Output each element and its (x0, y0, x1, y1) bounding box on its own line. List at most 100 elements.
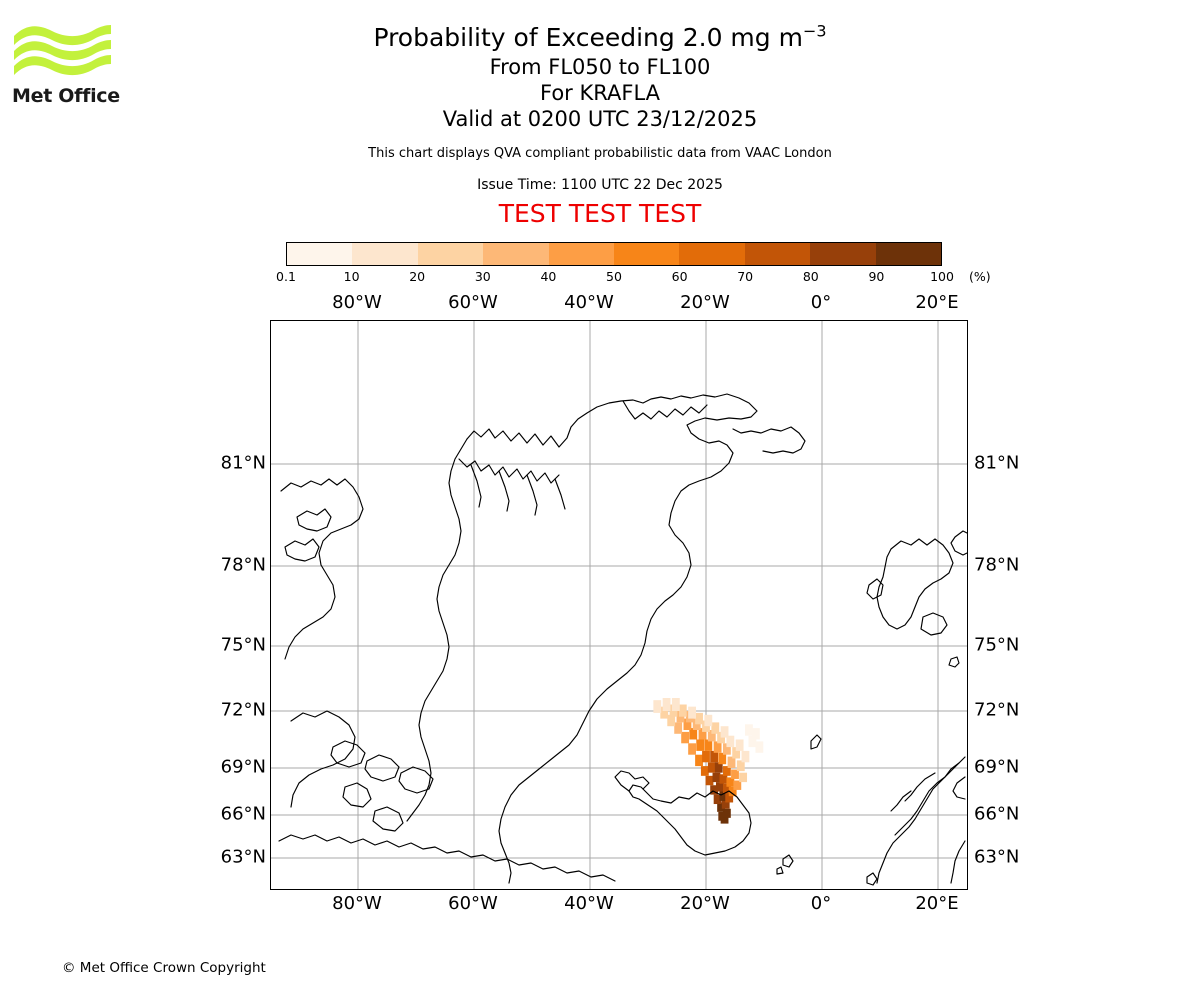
coastline-finland-inland (950, 840, 966, 884)
coastline-peary-land (732, 426, 806, 454)
ash-cell (705, 775, 714, 786)
coastline-kola (952, 776, 966, 800)
coastline-arctic-island-2 (284, 538, 320, 562)
ash-cell (718, 811, 727, 821)
colorbar-segment-7 (744, 243, 811, 265)
lat-label-72°N: 72°N (220, 699, 266, 721)
ash-cell (722, 766, 731, 776)
ash-cell (726, 735, 735, 748)
coastline-jan-mayen (810, 734, 822, 750)
coastline-faroe-islands (782, 854, 794, 868)
test-banner: TEST TEST TEST (498, 199, 702, 228)
flight-level-label: From FL050 to FL100 (489, 55, 711, 79)
lat-label-81°N: 81°N (220, 452, 266, 474)
lat-label-75°N: 75°N (974, 634, 1020, 656)
ash-cell (662, 698, 671, 711)
ash-cell (739, 772, 748, 783)
colorbar-segment-2 (417, 243, 484, 265)
ash-cell (735, 739, 744, 751)
coastline-fjord-inlet-1 (470, 464, 482, 508)
colorbar-tick-100: 100 (930, 269, 954, 284)
lon-label-20°E: 20°E (915, 893, 959, 914)
ash-cell (726, 777, 735, 787)
lat-label-69°N: 69°N (220, 756, 266, 778)
colorbar-tick-10: 10 (343, 269, 360, 284)
coastline-arctic-island-1 (296, 508, 332, 532)
ash-cell (704, 739, 713, 751)
ash-probability-grid (653, 698, 764, 824)
coastline-norway-coast-islands (890, 790, 912, 812)
lon-label-20°E: 20°E (915, 292, 959, 313)
colorbar-segment-6 (679, 243, 745, 265)
map-panel[interactable] (270, 320, 968, 890)
colorbar-segment-8 (810, 243, 876, 265)
colorbar-unit-label: (%) (969, 269, 991, 284)
coastline-norway-lofoten (904, 772, 936, 802)
coastline-svalbard-island-4 (866, 578, 884, 600)
ash-cell (728, 786, 737, 797)
ash-cell (671, 698, 680, 711)
page-title: Probability of Exceeding 2.0 mg m−3 (0, 22, 1200, 54)
ash-cell (721, 799, 730, 809)
lat-label-66°N: 66°N (974, 803, 1020, 825)
coastline-norway (876, 756, 966, 884)
ash-cell (702, 720, 710, 732)
lon-label-80°W: 80°W (332, 292, 382, 313)
colorbar-segment-9 (875, 243, 942, 265)
lat-label-72°N: 72°N (974, 699, 1020, 721)
lat-label-75°N: 75°N (220, 634, 266, 656)
ash-cell (695, 754, 703, 767)
ash-cell (755, 741, 764, 753)
page-title-exponent: −3 (802, 21, 827, 41)
lon-label-60°W: 60°W (448, 893, 498, 914)
colorbar-segment-0 (287, 243, 353, 265)
coastline-svalbard-bear-island (948, 656, 960, 668)
ash-cell (722, 743, 731, 755)
ash-cell (719, 774, 728, 784)
colorbar-gradient (286, 242, 942, 266)
ash-cell (696, 739, 705, 751)
lat-label-63°N: 63°N (220, 846, 266, 868)
coastline-arctic-island-5 (398, 766, 434, 794)
coastline-baffin-island (290, 710, 356, 808)
valid-time-label: Valid at 0200 UTC 23/12/2025 (442, 107, 758, 131)
coastline-svalbard-island-2 (950, 530, 967, 556)
ash-cell (681, 731, 690, 744)
colorbar-tick-60: 60 (671, 269, 688, 284)
ash-cell (733, 780, 742, 790)
ash-cell (653, 700, 662, 713)
latitude-axis-left: 81°N 78°N 75°N 72°N 69°N 66°N 63°N (140, 320, 266, 890)
ash-cell (751, 728, 760, 740)
lon-label-80°W: 80°W (332, 893, 382, 914)
ash-cell (702, 750, 710, 763)
ash-cell (722, 783, 731, 794)
probability-colorbar (286, 242, 942, 266)
lon-label-20°W: 20°W (680, 893, 730, 914)
lon-label-60°W: 60°W (448, 292, 498, 313)
ash-cell (707, 730, 716, 742)
chart-title-block: Probability of Exceeding 2.0 mg m−3 From… (0, 22, 1200, 228)
coastline-iceland (628, 784, 752, 856)
coastline-fjord-inlet-3 (526, 474, 538, 516)
ash-cell (719, 791, 728, 801)
ash-cell (727, 756, 736, 768)
met-office-logo-text: Met Office (12, 85, 120, 107)
lat-label-63°N: 63°N (974, 846, 1020, 868)
ash-cell (713, 794, 722, 805)
colorbar-tick-70: 70 (737, 269, 754, 284)
ash-cell (712, 772, 721, 783)
ash-cell (748, 735, 757, 748)
ash-cell (718, 752, 727, 765)
coastline-svalbard (876, 538, 954, 630)
met-office-logo: Met Office (12, 22, 132, 112)
ash-cell (731, 769, 739, 779)
colorbar-tick-20: 20 (409, 269, 426, 284)
ash-cell (704, 714, 713, 727)
ash-cell (674, 722, 683, 734)
map-canvas (271, 321, 967, 889)
page-title-text: Probability of Exceeding 2.0 mg m (373, 23, 803, 52)
coastline-iceland-westfjords (614, 770, 650, 792)
lon-label-0°: 0° (810, 292, 832, 313)
coastline-faroe-islands-2 (776, 866, 784, 875)
ash-cell (700, 766, 709, 776)
